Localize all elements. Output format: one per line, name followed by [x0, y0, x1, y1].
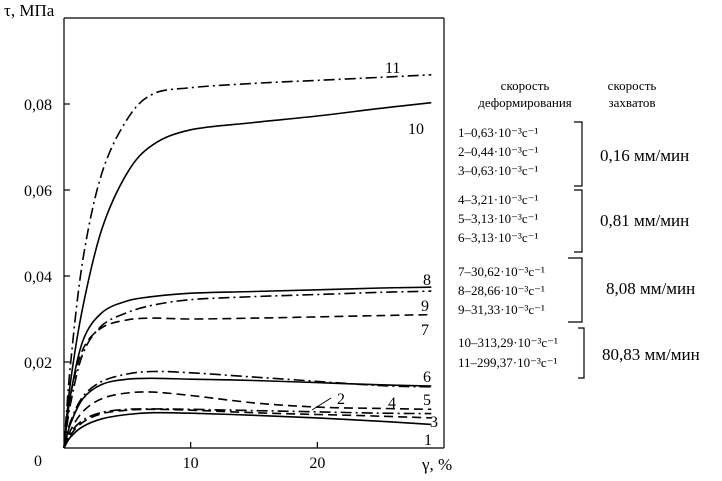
legend-entry-5: 5–3,13·10⁻³с⁻¹ — [458, 211, 538, 226]
x-tick-label-20: 20 — [309, 455, 325, 472]
legend-entry-8: 8–28,66·10⁻³с⁻¹ — [458, 283, 545, 298]
curve-label-9: 9 — [421, 298, 429, 315]
curve-1 — [63, 411, 432, 449]
legend-entry-2: 2–0,44·10⁻³с⁻¹ — [458, 144, 538, 159]
y-tick-label-0,08: 0,08 — [24, 97, 52, 114]
legend-entry-7: 7–30,62·10⁻³с⁻¹ — [458, 264, 545, 279]
y-tick-label-0,02: 0,02 — [24, 355, 52, 372]
legend-bracket-2 — [574, 189, 583, 253]
legend-bracket-1 — [574, 121, 583, 187]
curve-10 — [63, 101, 432, 449]
legend-bracket-3 — [568, 257, 583, 323]
curve-label-11: 11 — [385, 60, 400, 77]
legend-entry-1: 1–0,63·10⁻³с⁻¹ — [458, 125, 538, 140]
legend-entry-11: 11–299,37·10⁻³с⁻¹ — [458, 355, 557, 370]
curve-8 — [63, 286, 432, 449]
curve-labels: 1 2 3 4 5 6 7 8 9 10 11 — [337, 60, 438, 449]
legend-speed-1: 0,16 мм/мин — [600, 146, 689, 165]
curve-label-1: 1 — [424, 432, 432, 449]
legend-entry-9: 9–31,33·10⁻³с⁻¹ — [458, 302, 545, 317]
legend-entry-4: 4–3,21·10⁻³с⁻¹ — [458, 192, 538, 207]
legend-entry-10: 10–313,29·10⁻³с⁻¹ — [458, 335, 558, 350]
axis-ticks: 10 20 0,02 0,04 0,06 0,08 — [24, 97, 325, 472]
legend-bracket-4 — [578, 327, 585, 379]
curve-label-2: 2 — [337, 391, 345, 408]
curve-3 — [63, 408, 432, 449]
y-tick-label-0,06: 0,06 — [24, 183, 52, 200]
curve-label-6: 6 — [423, 369, 431, 386]
curve-label-5: 5 — [423, 392, 431, 409]
legend-speed-3: 8,08 мм/мин — [606, 279, 695, 298]
curve-4 — [63, 391, 432, 449]
curve-label-7: 7 — [421, 322, 429, 339]
legend-col2-header-line2: захватов — [609, 95, 656, 110]
legend-speed-4: 80,83 мм/мин — [602, 345, 700, 364]
curve-11 — [63, 74, 432, 449]
curve-label-10: 10 — [408, 121, 424, 138]
legend-entry-6: 6–3,13·10⁻³с⁻¹ — [458, 230, 538, 245]
legend-col1-header-line2: деформирования — [478, 95, 572, 110]
x-axis-title: γ, % — [421, 455, 452, 474]
curve-7 — [63, 313, 432, 449]
curve-label-8: 8 — [423, 272, 431, 289]
origin-label: 0 — [34, 453, 42, 470]
y-axis-title: τ, МПа — [4, 1, 55, 20]
curve-6 — [63, 377, 432, 449]
curves — [63, 74, 432, 449]
curve-9 — [63, 290, 432, 449]
legend: скорость деформирования скорость захвато… — [458, 78, 700, 379]
legend-col1-header-line1: скорость — [501, 78, 550, 93]
y-tick-label-0,04: 0,04 — [24, 269, 52, 286]
legend-entry-3: 3–0,63·10⁻³с⁻¹ — [458, 163, 538, 178]
label-2-leader — [311, 397, 332, 411]
curve-label-3: 3 — [430, 414, 438, 431]
curve-label-4: 4 — [388, 395, 396, 412]
plot-frame — [63, 17, 445, 449]
legend-col2-header-line1: скорость — [608, 78, 657, 93]
legend-speed-2: 0,81 мм/мин — [600, 211, 689, 230]
x-tick-label-10: 10 — [183, 455, 199, 472]
